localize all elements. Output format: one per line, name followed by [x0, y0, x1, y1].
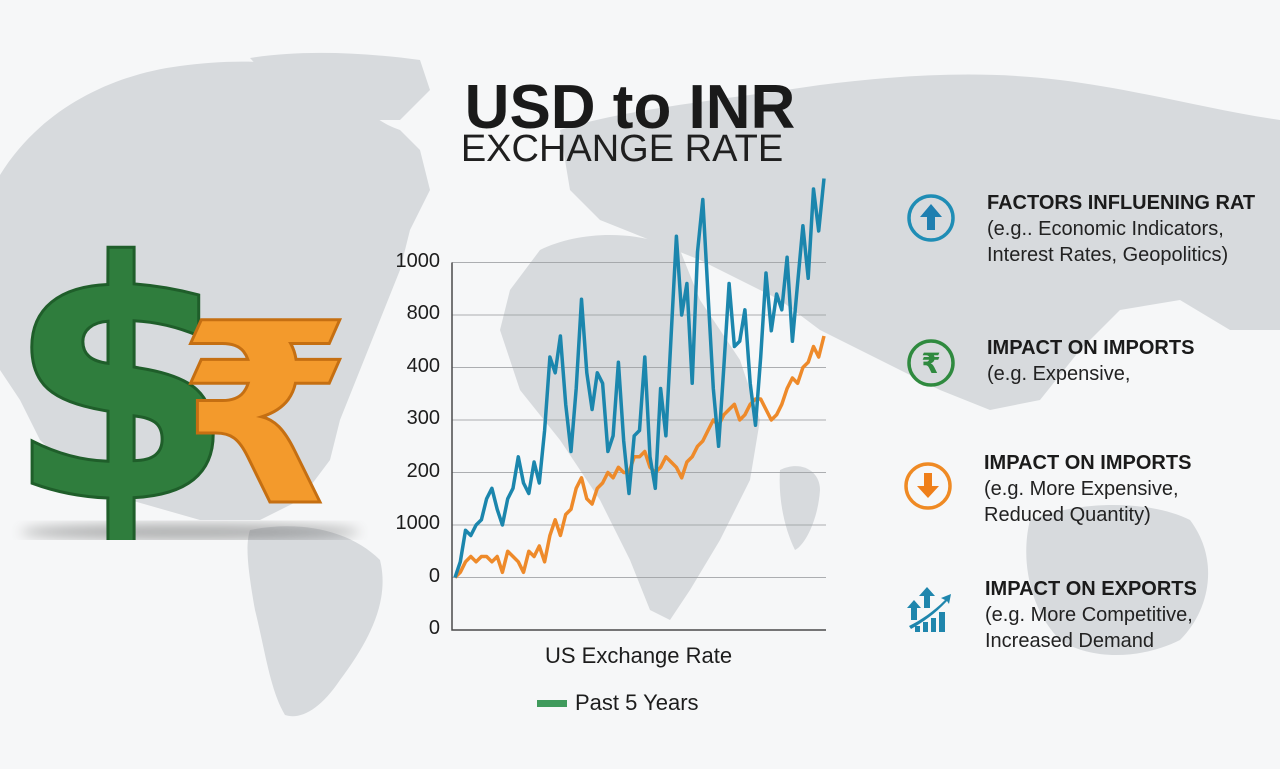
svg-text:₹: ₹: [178, 270, 352, 540]
svg-text:$: $: [6, 192, 236, 540]
arrow-down-circle-icon: [904, 462, 952, 510]
rupee-circle-icon: ₹: [907, 339, 955, 387]
growth-chart-icon: [907, 587, 951, 632]
rupee-icon: ₹: [177, 269, 354, 541]
factor-description: (e.g. More Competitive, Increased Demand: [985, 604, 1193, 652]
y-tick-label: 0: [428, 617, 440, 639]
svg-text:₹: ₹: [921, 347, 940, 380]
y-tick-label: 200: [406, 459, 440, 482]
y-tick-label: 1000: [395, 512, 441, 534]
line-chart: [451, 178, 826, 631]
series-line: [453, 178, 826, 579]
page-subtitle: EXCHANGE RATE: [460, 128, 784, 170]
x-axis-label: US Exchange Rate: [545, 643, 733, 668]
dollar-rupee-symbols: $ ₹: [5, 191, 360, 541]
y-tick-label: 0: [428, 564, 440, 587]
legend-label: Past 5 Years: [575, 690, 699, 715]
factor-description: (e.g. Expensive,: [987, 363, 1131, 385]
arrow-up-circle-icon: [907, 194, 955, 242]
y-tick-label: 1000: [395, 249, 441, 272]
dollar-icon: $: [5, 191, 238, 541]
page-title: USD to INR: [464, 73, 796, 142]
factor-title: IMPACT ON EXPORTS: [985, 578, 1197, 600]
factor-title: FACTORS INFLUENING RAT: [987, 192, 1256, 214]
chart-legend: Past 5 Years: [537, 690, 699, 716]
factor-title: IMPACT ON IMPORTS: [987, 337, 1195, 359]
factor-description: (e.g.. Economic Indicators, Interest Rat…: [987, 218, 1229, 266]
factor-description: (e.g. More Expensive, Reduced Quantity): [984, 478, 1179, 526]
factor-title: IMPACT ON IMPORTS: [984, 452, 1192, 474]
y-tick-label: 800: [406, 302, 440, 324]
legend-swatch: [537, 699, 567, 707]
y-tick-label: 400: [406, 354, 440, 377]
y-tick-label: 300: [406, 407, 440, 429]
series-line: [453, 335, 826, 579]
